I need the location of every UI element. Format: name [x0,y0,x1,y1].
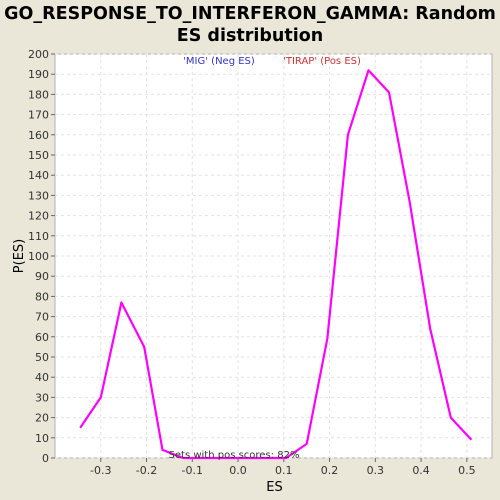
y-tick-label: 30 [35,391,49,404]
pos-score-label: Sets with pos scores: 82% [169,450,300,461]
y-tick-label: 110 [28,230,49,243]
pos-es-label: 'TIRAP' (Pos ES) [283,56,361,67]
y-tick-label: 90 [35,270,49,283]
y-tick-label: 60 [35,331,49,344]
y-tick-label: 50 [35,351,49,364]
x-tick-label: -0.2 [136,464,157,477]
y-axis-label: P(ES) [12,239,27,273]
neg-es-label: 'MIG' (Neg ES) [183,56,255,67]
y-tick-label: 120 [28,210,49,223]
es-distribution-line [79,69,473,460]
annotations: 'MIG' (Neg ES) 'TIRAP' (Pos ES) Sets with … [169,56,361,461]
y-tick-label: 200 [28,48,49,61]
x-tick-label: -0.3 [90,464,111,477]
y-tick-label: 140 [28,169,49,182]
y-tick-label: 150 [28,149,49,162]
chart-title-line-1: GO_RESPONSE_TO_INTERFERON_GAMMA: Random [4,4,496,24]
y-tick-label: 180 [28,88,49,101]
y-tick-label: 80 [35,290,49,303]
chart-title: GO_RESPONSE_TO_INTERFERON_GAMMA: Random … [0,3,500,47]
y-tick-label: 0 [42,452,49,465]
y-tick-label: 190 [28,68,49,81]
y-tick-label: 20 [35,412,49,425]
y-tick-label: 10 [35,432,49,445]
series-group [79,69,473,460]
y-tick-label: 170 [28,109,49,122]
x-tick-label: 0.1 [275,464,293,477]
x-tick-label: 0.0 [229,464,247,477]
x-tick-label: -0.1 [182,464,203,477]
y-tick-label: 70 [35,311,49,324]
chart-title-line-2: ES distribution [176,26,324,46]
y-tick-label: 160 [28,129,49,142]
axes: 0 10 20 30 40 50 60 70 80 90 100 110 120 130 140 150 160… [12,48,476,495]
x-axis-label: ES [266,480,282,495]
y-tick-label: 130 [28,189,49,202]
x-tick-label: 0.3 [367,464,385,477]
x-tick-label: 0.2 [321,464,339,477]
x-tick-label: 0.4 [412,464,430,477]
y-tick-label: 100 [28,250,49,263]
y-tick-label: 40 [35,371,49,384]
x-tick-label: 0.5 [458,464,476,477]
